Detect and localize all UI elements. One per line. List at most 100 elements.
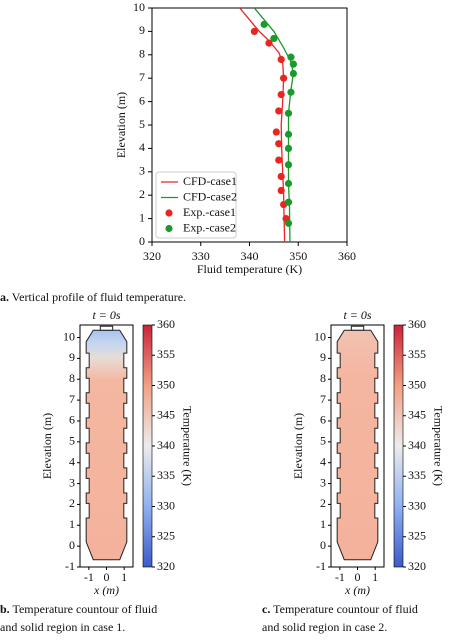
x-tick-label: -1 bbox=[335, 570, 345, 584]
caption-text: Temperature countour of fluid bbox=[12, 602, 157, 616]
point bbox=[275, 107, 283, 115]
colorbar-tick-label: 345 bbox=[408, 408, 426, 422]
x-axis-label: x (m) bbox=[344, 583, 370, 597]
caption: and solid region in case 1. bbox=[0, 620, 125, 634]
y-tick-label: 5 bbox=[320, 434, 326, 448]
caption: and solid region in case 2. bbox=[262, 620, 387, 634]
colorbar-tick-label: 320 bbox=[408, 559, 426, 573]
vessel-field bbox=[85, 329, 128, 561]
x-tick-label: 360 bbox=[338, 249, 356, 263]
vessel-top bbox=[99, 325, 114, 331]
point bbox=[284, 144, 293, 152]
point bbox=[277, 90, 285, 99]
x-axis-label: Fluid temperature (K) bbox=[197, 262, 302, 276]
colorbar-tick-label: 330 bbox=[408, 498, 426, 512]
y-tick-label: 3 bbox=[320, 475, 326, 489]
title: t = 0s bbox=[343, 308, 371, 322]
colorbar-tick-label: 350 bbox=[408, 377, 426, 391]
y-tick-label: 3 bbox=[69, 475, 75, 489]
vessel-top bbox=[350, 325, 365, 331]
y-tick-label: 6 bbox=[320, 413, 326, 427]
vessel-field bbox=[336, 329, 379, 561]
y-tick-label: 0 bbox=[69, 538, 75, 552]
colorbar-tick-label: 335 bbox=[408, 468, 426, 482]
colorbar-tick-label: 340 bbox=[157, 438, 175, 452]
colorbar-label: Temperature (K) bbox=[180, 406, 194, 486]
point bbox=[289, 60, 297, 68]
x-tick-label: 0 bbox=[104, 570, 110, 584]
colorbar-tick-label: 320 bbox=[157, 559, 175, 573]
point bbox=[284, 219, 293, 227]
point bbox=[284, 130, 293, 138]
point bbox=[284, 198, 293, 206]
y-tick-label: 10 bbox=[63, 329, 75, 343]
y-tick-label: 1 bbox=[69, 517, 75, 531]
legend-swatch bbox=[165, 224, 173, 233]
plot-frame bbox=[151, 7, 348, 243]
y-tick-label: 2 bbox=[139, 187, 145, 201]
x-tick-label: 1 bbox=[372, 570, 378, 584]
caption-text: Vertical profile of fluid temperature. bbox=[12, 290, 186, 304]
y-tick-label: 6 bbox=[139, 93, 145, 107]
legend-label: Exp.-case2 bbox=[183, 220, 236, 234]
y-tick-label: 4 bbox=[139, 140, 145, 154]
legend-swatch bbox=[165, 209, 173, 217]
colorbar-tick-label: 360 bbox=[157, 317, 175, 331]
colorbar-tick-label: 325 bbox=[408, 529, 426, 543]
colorbar-tick-label: 330 bbox=[157, 498, 175, 512]
x-tick-label: 330 bbox=[192, 249, 210, 263]
x-tick-label: -1 bbox=[84, 570, 94, 584]
y-tick-label: 5 bbox=[69, 434, 75, 448]
point bbox=[272, 128, 280, 136]
caption-text: Temperature countour of fluid bbox=[273, 602, 418, 616]
line bbox=[253, 7, 295, 243]
x-tick-label: 340 bbox=[241, 249, 259, 263]
y-tick-label: 8 bbox=[139, 47, 145, 61]
colorbar-tick-label: 355 bbox=[157, 347, 175, 361]
point bbox=[284, 109, 293, 117]
colorbar-label: Temperature (K) bbox=[431, 406, 445, 486]
title: t = 0s bbox=[92, 308, 120, 322]
y-tick-label: 10 bbox=[314, 329, 326, 343]
y-tick-label: 9 bbox=[320, 350, 326, 364]
legend-box bbox=[155, 171, 237, 239]
colorbar-tick-label: 340 bbox=[408, 438, 426, 452]
x-tick-label: 0 bbox=[355, 570, 361, 584]
y-tick-label: 7 bbox=[139, 70, 145, 84]
point bbox=[250, 27, 258, 35]
colorbar-tick-label: 325 bbox=[157, 529, 175, 543]
colorbar-tick-label: 345 bbox=[157, 408, 175, 422]
y-tick-label: 9 bbox=[139, 23, 145, 37]
caption-label: c. bbox=[262, 602, 270, 616]
y-tick-label: 7 bbox=[320, 392, 326, 406]
y-tick-label: 8 bbox=[320, 371, 326, 385]
colorbar bbox=[393, 324, 404, 568]
legend-label: Exp.-case1 bbox=[183, 205, 236, 219]
point bbox=[265, 39, 273, 47]
y-tick-label: 9 bbox=[69, 350, 75, 364]
y-tick-label: 8 bbox=[69, 371, 75, 385]
y-tick-label: 3 bbox=[139, 164, 145, 178]
y-tick-label: 4 bbox=[320, 454, 326, 468]
point bbox=[287, 53, 295, 61]
x-tick-label: 350 bbox=[289, 249, 307, 263]
point bbox=[277, 186, 285, 195]
y-axis-label: Elevation (m) bbox=[40, 413, 54, 479]
caption-text: and solid region in case 2. bbox=[262, 620, 387, 634]
x-tick-label: 1 bbox=[121, 570, 127, 584]
caption-label: b. bbox=[0, 602, 10, 616]
point bbox=[284, 179, 293, 188]
caption: c. Temperature countour of fluid bbox=[262, 602, 418, 616]
y-tick-label: 6 bbox=[69, 413, 75, 427]
y-tick-label: 7 bbox=[69, 392, 75, 406]
point bbox=[270, 34, 278, 43]
caption-text: and solid region in case 1. bbox=[0, 620, 125, 634]
line bbox=[239, 7, 286, 243]
y-tick-label: 2 bbox=[69, 496, 75, 510]
point bbox=[260, 20, 268, 28]
y-tick-label: 0 bbox=[320, 538, 326, 552]
y-tick-label: 5 bbox=[139, 117, 145, 131]
y-axis-label: Elevation (m) bbox=[291, 413, 305, 479]
x-tick-label: 320 bbox=[143, 249, 161, 263]
